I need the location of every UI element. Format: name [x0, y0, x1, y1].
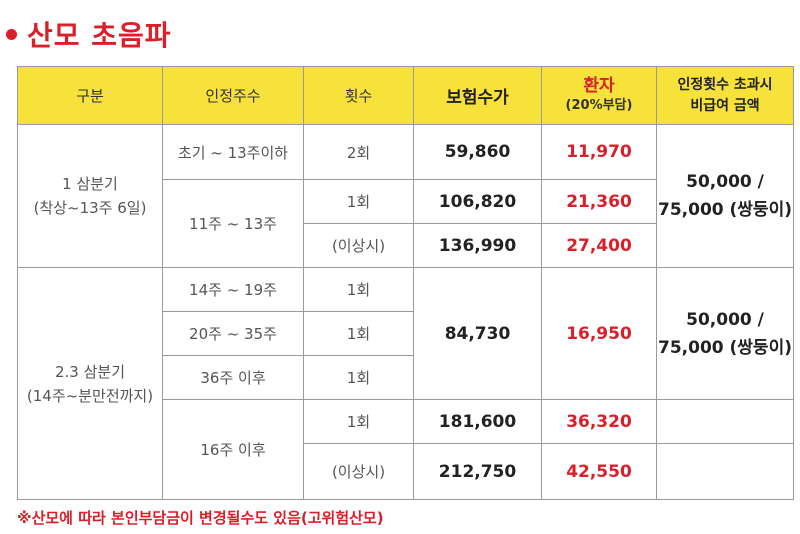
section2-over-amount: 50,000 / 75,000 (쌍둥이): [656, 267, 794, 400]
page-title-text: 산모 초음파: [27, 19, 172, 52]
section2-row4-count: 1회: [303, 399, 414, 444]
section1-over-amount: 50,000 / 75,000 (쌍둥이): [656, 124, 794, 268]
section2-row5-count: (이상시): [303, 443, 414, 500]
footnote: ※산모에 따라 본인부담금이 변경될수도 있음(고위험산모): [17, 509, 384, 527]
section1-row3-fee: 136,990: [413, 223, 542, 268]
section1-row2-fee: 106,820: [413, 179, 542, 224]
bullet-dot-icon: [6, 28, 17, 40]
section2-row2-weeks: 20주 ~ 35주: [162, 311, 304, 356]
section1-row1-weeks: 초기 ~ 13주이하: [162, 124, 304, 180]
section1-over-line1: 50,000 /: [686, 172, 764, 192]
section2-row5-over-empty: [656, 443, 794, 500]
section2-row1-count: 1회: [303, 267, 414, 312]
table-row: (이상시) 212,750 42,550: [18, 443, 794, 500]
section2-row2-count: 1회: [303, 311, 414, 356]
section1-over-line2: 75,000 (쌍둥이): [658, 200, 792, 220]
section2-row3-count: 1회: [303, 355, 414, 400]
section1-label-line2: (착상~13주 6일): [33, 199, 147, 217]
header-over-line2: 비급여 금액: [690, 97, 760, 114]
header-patient-label: 환자: [583, 75, 615, 96]
header-patient: 환자 (20%부담): [541, 66, 657, 125]
section1-row3-count: (이상시): [303, 223, 414, 268]
header-over: 인정횟수 초과시 비급여 금액: [656, 66, 794, 125]
page-title: 산모 초음파: [6, 14, 172, 54]
section2-label: 2.3 삼분기 (14주~분만전까지): [17, 267, 163, 500]
ultrasound-fee-table: 구분 인정주수 횟수 보험수가 환자 (20%부담) 인정횟수 초과시 비급여 …: [17, 66, 794, 500]
header-weeks: 인정주수: [162, 66, 304, 125]
section1-label: 1 삼분기 (착상~13주 6일): [17, 124, 163, 268]
header-row: 구분 인정주수 횟수 보험수가 환자 (20%부담) 인정횟수 초과시 비급여 …: [17, 66, 794, 125]
section2-row4-fee: 181,600: [413, 399, 542, 444]
section2-row5-fee: 212,750: [413, 443, 542, 500]
section1-row2-count: 1회: [303, 179, 414, 224]
table-row: 2.3 삼분기 (14주~분만전까지) 14주 ~ 19주 1회 84,730 …: [17, 267, 794, 500]
section2-shared-fee: 84,730: [413, 267, 542, 400]
table-row: 20주 ~ 35주 1회: [18, 311, 794, 356]
table-row: 16주 이후 1회 181,600 36,320: [18, 399, 794, 500]
section1-row23-weeks: 11주 ~ 13주: [162, 179, 304, 268]
section2-row45-weeks: 16주 이후: [162, 399, 304, 500]
section2-label-line1: 2.3 삼분기: [54, 362, 126, 381]
section2-row1-weeks: 14주 ~ 19주: [162, 267, 304, 312]
header-patient-sub: (20%부담): [565, 97, 633, 113]
table-row: 36주 이후 1회: [18, 355, 794, 400]
section2-row4-patient: 36,320: [541, 399, 657, 444]
table-row: 1 삼분기 (착상~13주 6일) 초기 ~ 13주이하 2회 59,860 1…: [17, 124, 794, 268]
header-fee: 보험수가: [413, 66, 542, 125]
section2-shared-patient: 16,950: [541, 267, 657, 400]
section1-row2-patient: 21,360: [541, 179, 657, 224]
header-category: 구분: [17, 66, 163, 125]
header-count: 횟수: [303, 66, 414, 125]
section1-label-line1: 1 삼분기: [62, 175, 118, 193]
section2-over-line1: 50,000 /: [686, 309, 764, 330]
section1-row1-patient: 11,970: [541, 124, 657, 180]
section2-row3-weeks: 36주 이후: [162, 355, 304, 400]
table-row: (이상시) 136,990 27,400: [18, 223, 794, 268]
header-over-line1: 인정횟수 초과시: [677, 76, 773, 93]
section2-label-line2: (14주~분만전까지): [26, 386, 154, 405]
section2-over-line2: 75,000 (쌍둥이): [658, 337, 792, 358]
section1-row1-fee: 59,860: [413, 124, 542, 180]
section1-row3-patient: 27,400: [541, 223, 657, 268]
section2-row4-over-empty: [656, 399, 794, 444]
section2-row5-patient: 42,550: [541, 443, 657, 500]
table-row: 11주 ~ 13주 1회 106,820 21,360: [18, 179, 794, 268]
section1-row1-count: 2회: [303, 124, 414, 180]
